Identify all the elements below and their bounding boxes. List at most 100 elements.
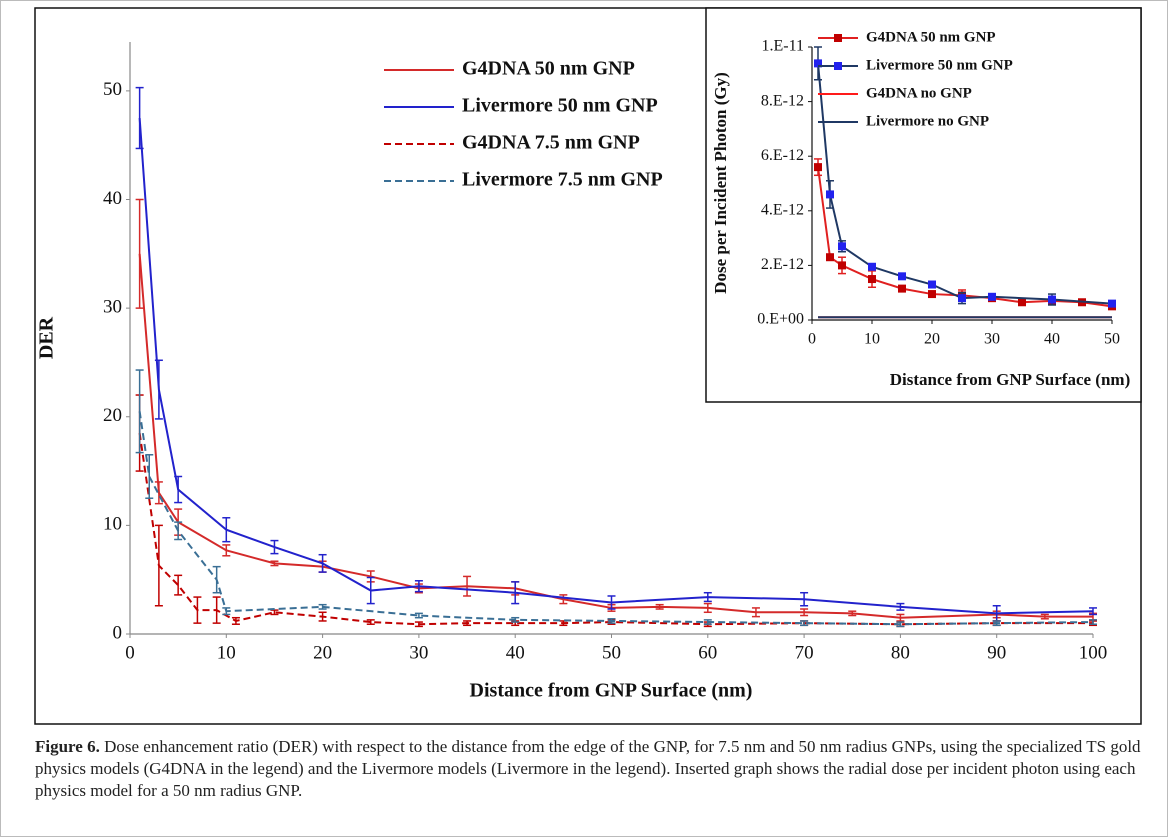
error-bar (135, 198, 144, 309)
error-bar (1040, 613, 1049, 620)
y-tick-label: 40 (103, 188, 122, 209)
legend-marker (834, 62, 842, 70)
marker (838, 242, 846, 251)
error-bar (154, 359, 163, 420)
error-bar (511, 616, 520, 623)
y-tick-label: 50 (103, 79, 122, 100)
marker (1018, 298, 1026, 307)
error-bar (414, 612, 423, 619)
error-bar (751, 607, 760, 618)
marker (1048, 295, 1056, 304)
y-tick-label: 4.E-12 (761, 201, 804, 218)
x-tick-label: 40 (1044, 331, 1060, 348)
x-tick-label: 100 (1079, 642, 1108, 663)
y-tick-label: 0.E+00 (757, 311, 804, 328)
legend-label: G4DNA 50 nm GNP (866, 29, 996, 45)
error-bar (1089, 607, 1097, 616)
error-bar (154, 481, 163, 505)
marker (838, 261, 846, 270)
error-bar (212, 565, 221, 594)
error-bar (800, 591, 809, 607)
error-bar (193, 596, 202, 624)
error-bar (1089, 619, 1097, 625)
y-tick-label: 30 (103, 296, 122, 317)
marker (868, 262, 876, 271)
error-bar (318, 603, 327, 610)
marker (814, 59, 822, 68)
marker (826, 190, 834, 199)
x-tick-label: 50 (1104, 331, 1120, 348)
legend-label: Livermore 50 nm GNP (866, 57, 1013, 73)
caption-text: Dose enhancement ratio (DER) with respec… (35, 737, 1141, 800)
y-tick-label: 2.E-12 (761, 256, 804, 273)
series-line (138, 411, 1094, 626)
marker (958, 294, 966, 303)
error-bar (559, 594, 568, 605)
legend-label: Livermore 50 nm GNP (462, 95, 658, 117)
x-tick-label: 0 (808, 331, 816, 348)
error-bar (366, 576, 375, 605)
y-tick-label: 6.E-12 (761, 147, 804, 164)
y-axis-label: Dose per Incident Photon (Gy) (711, 72, 730, 294)
x-tick-label: 30 (409, 642, 428, 663)
error-bar (154, 524, 163, 607)
inset-border (705, 7, 1142, 403)
error-bar (222, 544, 231, 557)
x-tick-label: 70 (795, 642, 814, 663)
error-bar (222, 607, 231, 616)
error-bar (270, 560, 279, 567)
y-tick-label: 0 (113, 622, 123, 643)
error-bar (703, 591, 712, 603)
error-bar (607, 595, 616, 610)
error-bar (174, 574, 183, 596)
legend-label: Livermore 7.5 nm GNP (462, 169, 663, 191)
error-bar (896, 621, 905, 628)
error-bar (414, 621, 423, 628)
error-bar (463, 620, 472, 627)
error-bar (270, 539, 279, 555)
error-bar (992, 620, 1001, 627)
x-axis-label: Distance from GNP Surface (nm) (890, 370, 1130, 389)
error-bar (703, 602, 712, 614)
series-line (817, 63, 1113, 305)
marker (988, 292, 996, 301)
x-tick-label: 30 (984, 331, 1000, 348)
error-bar (414, 580, 423, 593)
y-tick-label: 20 (103, 405, 122, 426)
error-bar (135, 86, 144, 150)
legend-label: G4DNA 7.5 nm GNP (462, 132, 640, 154)
error-bar (174, 475, 183, 504)
marker (928, 280, 936, 289)
x-tick-label: 80 (891, 642, 910, 663)
x-tick-label: 10 (217, 642, 236, 663)
x-tick-label: 10 (864, 331, 880, 348)
error-bar (231, 616, 240, 625)
error-bar (135, 369, 144, 454)
error-bar (174, 521, 183, 541)
x-tick-label: 0 (125, 642, 135, 663)
caption-label: Figure 6. (35, 737, 100, 756)
error-bar (800, 608, 809, 617)
error-bar (607, 618, 616, 624)
y-axis-label: DER (36, 316, 58, 359)
error-bar (703, 619, 712, 625)
marker (826, 253, 834, 262)
legend-label: G4DNA no GNP (866, 85, 972, 101)
series-line (138, 432, 1093, 626)
x-axis-label: Distance from GNP Surface (nm) (470, 680, 753, 702)
y-tick-label: 10 (103, 514, 122, 535)
x-tick-label: 40 (506, 642, 525, 663)
marker (898, 272, 906, 281)
marker (1108, 299, 1116, 308)
x-tick-label: 20 (313, 642, 332, 663)
x-tick-label: 20 (924, 331, 940, 348)
x-tick-label: 90 (987, 642, 1006, 663)
error-bar (848, 610, 857, 617)
error-bar (222, 517, 231, 543)
x-tick-label: 50 (602, 642, 621, 663)
legend-marker (834, 34, 842, 42)
error-bar (655, 603, 664, 610)
legend-label: Livermore no GNP (866, 113, 989, 129)
y-tick-label: 1.E-11 (761, 38, 804, 55)
y-tick-label: 8.E-12 (761, 92, 804, 109)
